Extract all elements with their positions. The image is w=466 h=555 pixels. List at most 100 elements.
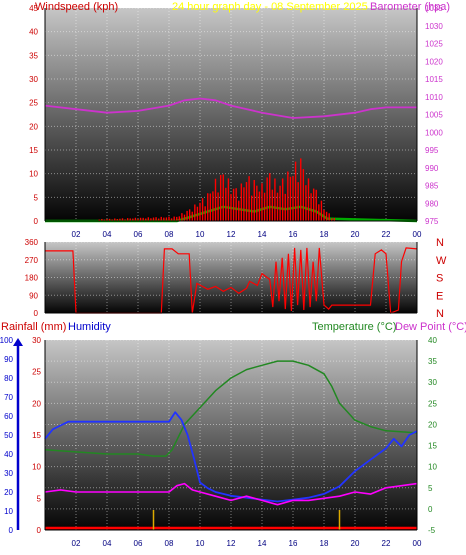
x-tick-label-bottom: 04: [103, 539, 112, 548]
temperature-line: [44, 360, 418, 457]
rainfall-tick-label: 5: [37, 494, 42, 503]
barometer-tick-label: 1010: [425, 93, 443, 102]
wind-tick-label: 25: [29, 99, 38, 108]
compass-label: S: [436, 273, 443, 285]
humidity-tick-label: 0: [9, 526, 14, 535]
rainfall-tick-label: 30: [32, 336, 41, 345]
rainfall-tick-label: 10: [32, 463, 41, 472]
dewpoint-axis-label: Dew Point (°C): [395, 321, 466, 333]
temperature-tick-label: 5: [428, 484, 433, 493]
compass-label: E: [436, 290, 443, 302]
temperature-tick-label: 25: [428, 399, 437, 408]
compass-label: N: [436, 237, 444, 249]
x-tick-label-top: 16: [289, 230, 298, 239]
wind-tick-label: 0: [34, 217, 39, 226]
temperature-tick-label: 10: [428, 463, 437, 472]
barometer-tick-label: 1020: [425, 57, 443, 66]
wind-direction-line: [45, 247, 418, 314]
direction-tick-label: 180: [25, 274, 39, 283]
direction-tick-label: 270: [25, 256, 39, 265]
humidity-tick-label: 80: [4, 374, 13, 383]
wind-tick-label: 15: [29, 146, 38, 155]
rainfall-tick-label: 15: [32, 431, 41, 440]
barometer-tick-label: 1025: [425, 40, 443, 49]
temperature-tick-label: 15: [428, 442, 437, 451]
chart-title: 24 hour graph day - 08 September 2025: [172, 1, 368, 13]
barometer-tick-label: 990: [425, 164, 439, 173]
humidity-tick-label: 60: [4, 412, 13, 421]
barometer-tick-label: 1015: [425, 75, 443, 84]
temperature-tick-label: 40: [428, 336, 437, 345]
humidity-tick-label: 10: [4, 507, 13, 516]
rainfall-tick-label: 0: [37, 526, 42, 535]
dewpoint-line: [44, 482, 418, 506]
humidity-tick-label: 70: [4, 393, 13, 402]
humidity-tick-label: 20: [4, 488, 13, 497]
x-tick-label-bottom: 18: [320, 539, 329, 548]
x-tick-label-top: 18: [320, 230, 329, 239]
direction-tick-label: 0: [34, 309, 39, 318]
barometer-tick-label: 980: [425, 199, 439, 208]
x-tick-label-top: 14: [258, 230, 267, 239]
barometer-tick-label: 1035: [425, 4, 443, 13]
humidity-line: [44, 411, 418, 503]
x-tick-label-top: 08: [165, 230, 174, 239]
barometer-tick-label: 1000: [425, 128, 443, 137]
humidity-tick-label: 40: [4, 450, 13, 459]
x-tick-label-bottom: 06: [134, 539, 143, 548]
x-tick-label-bottom: 22: [382, 539, 391, 548]
temperature-tick-label: 0: [428, 505, 433, 514]
rainfall-tick-label: 20: [32, 399, 41, 408]
plot-bg-bottom: [45, 340, 417, 530]
compass-label: W: [436, 255, 447, 267]
x-tick-label-top: 22: [382, 230, 391, 239]
x-tick-label-bottom: 12: [227, 539, 236, 548]
x-tick-label-bottom: 02: [72, 539, 81, 548]
wind-tick-label: 30: [29, 75, 38, 84]
wind-tick-label: 20: [29, 122, 38, 131]
x-tick-label-top: 00: [413, 230, 422, 239]
wind-tick-label: 45: [29, 4, 38, 13]
rainfall-tick-label: 25: [32, 368, 41, 377]
temperature-tick-label: -5: [428, 526, 436, 535]
barometer-tick-label: 1030: [425, 22, 443, 31]
barometer-tick-label: 995: [425, 146, 439, 155]
barometer-line: [44, 97, 417, 119]
wind-tick-label: 5: [34, 193, 39, 202]
x-tick-label-top: 04: [103, 230, 112, 239]
wind-axis-label: Windspeed (kph): [35, 1, 119, 13]
plot-bg-top: [45, 8, 417, 221]
humidity-tick-label: 100: [0, 336, 14, 345]
humidity-axis-label: Humidity: [68, 321, 111, 333]
x-tick-label-top: 10: [196, 230, 205, 239]
humidity-axis-arrow: [13, 338, 23, 346]
humidity-tick-label: 30: [4, 469, 13, 478]
plot-bg-middle: [45, 242, 417, 313]
temperature-tick-label: 35: [428, 357, 437, 366]
wind-tick-label: 10: [29, 170, 38, 179]
wind-tick-label: 40: [29, 28, 38, 37]
x-tick-label-bottom: 16: [289, 539, 298, 548]
x-tick-label-bottom: 14: [258, 539, 267, 548]
humidity-tick-label: 50: [4, 431, 13, 440]
x-tick-label-bottom: 00: [413, 539, 422, 548]
barometer-axis-label: Barometer (hpa): [370, 1, 451, 13]
x-tick-label-top: 20: [351, 230, 360, 239]
x-tick-label-bottom: 10: [196, 539, 205, 548]
x-tick-label-top: 06: [134, 230, 143, 239]
wind-tick-label: 35: [29, 51, 38, 60]
barometer-tick-label: 1005: [425, 111, 443, 120]
temperature-tick-label: 30: [428, 378, 437, 387]
humidity-tick-label: 90: [4, 355, 13, 364]
temperature-axis-label: Temperature (°C): [312, 321, 397, 333]
compass-label: N: [436, 308, 444, 320]
temperature-tick-label: 20: [428, 420, 437, 429]
x-tick-label-top: 02: [72, 230, 81, 239]
barometer-tick-label: 985: [425, 182, 439, 191]
direction-tick-label: 90: [29, 291, 38, 300]
barometer-tick-label: 975: [425, 217, 439, 226]
x-tick-label-bottom: 20: [351, 539, 360, 548]
rainfall-axis-label: Rainfall (mm): [1, 321, 67, 333]
x-tick-label-bottom: 08: [165, 539, 174, 548]
